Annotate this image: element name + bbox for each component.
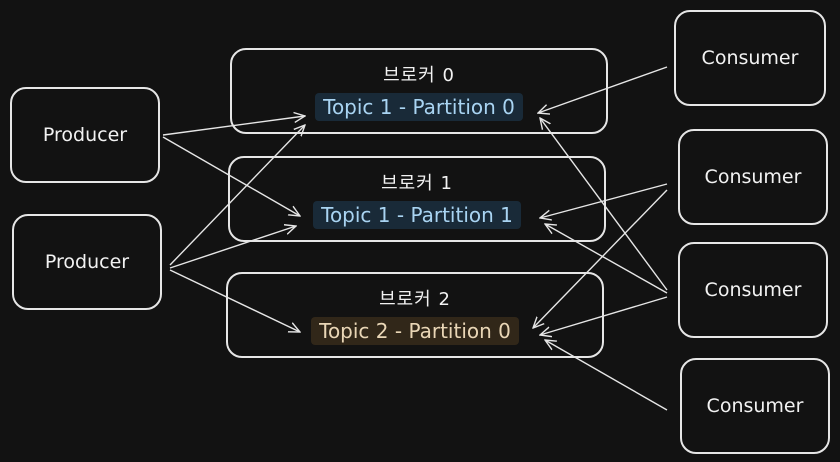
producer-box: Producer bbox=[10, 87, 160, 183]
broker-name: 브로커 0 bbox=[383, 65, 455, 86]
arrow-consumer3-to-partition-t1p0 bbox=[540, 118, 668, 291]
partition-label: Topic 2 - Partition 0 bbox=[311, 317, 519, 345]
consumer-box: Consumer bbox=[680, 358, 830, 454]
arrow-consumer2-to-partition-t1p1 bbox=[540, 183, 668, 218]
consumer-box: Consumer bbox=[678, 242, 828, 338]
consumer-box: Consumer bbox=[674, 10, 826, 106]
broker-box: 브로커 0 Topic 1 - Partition 0 bbox=[230, 48, 608, 134]
consumer-label: Consumer bbox=[704, 279, 802, 301]
broker-name: 브로커 2 bbox=[379, 289, 451, 310]
broker-name: 브로커 1 bbox=[381, 173, 453, 194]
consumer-label: Consumer bbox=[701, 47, 799, 69]
partition-label: Topic 1 - Partition 0 bbox=[315, 93, 523, 121]
partition-label: Topic 1 - Partition 1 bbox=[313, 201, 521, 229]
arrow-producer2-to-partition-t1p1 bbox=[169, 226, 296, 269]
arrow-producer2-to-partition-t2p0 bbox=[169, 269, 300, 332]
consumer-label: Consumer bbox=[704, 166, 802, 188]
arrow-consumer1-to-partition-t1p0 bbox=[538, 66, 668, 113]
arrow-consumer2-to-partition-t2p0 bbox=[533, 189, 668, 328]
producer-label: Producer bbox=[44, 251, 130, 273]
producer-label: Producer bbox=[42, 124, 128, 146]
arrow-consumer4-to-partition-t2p0 bbox=[545, 340, 668, 411]
consumer-label: Consumer bbox=[706, 395, 804, 417]
broker-box: 브로커 1 Topic 1 - Partition 1 bbox=[228, 156, 606, 242]
arrow-producer2-to-partition-t1p0 bbox=[169, 125, 305, 266]
arrow-producer1-to-partition-t1p1 bbox=[162, 136, 300, 216]
producer-box: Producer bbox=[12, 214, 162, 310]
arrow-consumer3-to-partition-t1p1 bbox=[545, 224, 668, 294]
consumer-box: Consumer bbox=[678, 129, 828, 225]
broker-box: 브로커 2 Topic 2 - Partition 0 bbox=[226, 272, 604, 358]
